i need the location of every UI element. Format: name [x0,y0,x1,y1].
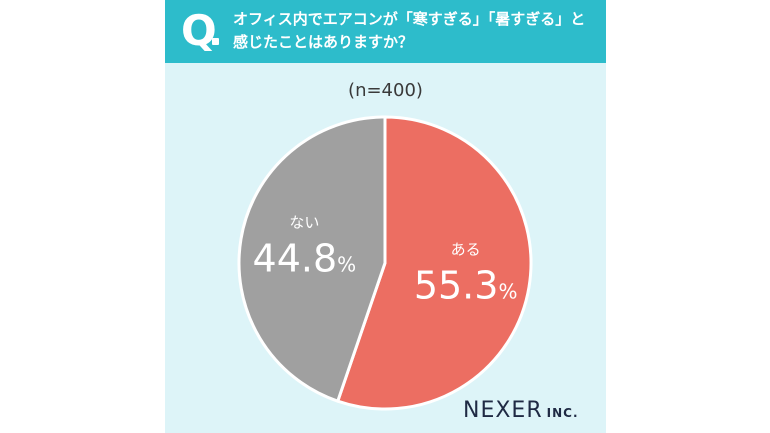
q-dot [212,38,219,45]
sample-size-label: (n=400) [348,80,423,101]
survey-card: Q オフィス内でエアコンが「寒すぎる」「暑すぎる」と 感じたことはありますか？ … [165,0,606,433]
nexer-logo: NEXER INC. [463,398,579,423]
pie-chart: ある 55.3% ない 44.8% [237,115,533,411]
q-icon: Q [181,6,217,55]
slice-value-label: 44.8% [253,237,357,281]
question-text: オフィス内でエアコンが「寒すぎる」「暑すぎる」と 感じたことはありますか？ [233,10,586,51]
slice-category-label: ある [451,240,481,258]
question-header: Q オフィス内でエアコンが「寒すぎる」「暑すぎる」と 感じたことはありますか？ [165,0,606,63]
logo-suffix: INC. [546,406,579,420]
logo-name: NEXER [463,398,543,423]
slice-category-label: ない [289,214,319,232]
slice-value-label: 55.3% [414,263,518,307]
pie-slice-1 [237,115,387,403]
